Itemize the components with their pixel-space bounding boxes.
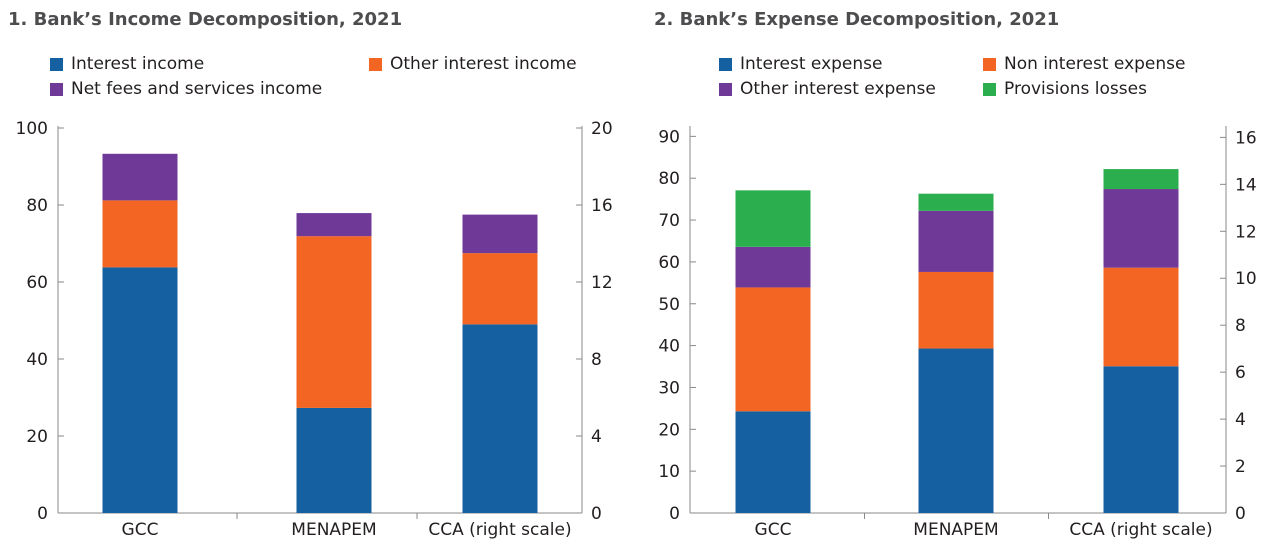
chart-title: 1. Bank’s Income Decomposition, 2021 — [8, 9, 403, 30]
bar-segment — [918, 193, 994, 211]
left-tick-label: 30 — [658, 378, 680, 398]
right-tick-label: 0 — [1235, 504, 1246, 524]
bar-segment — [735, 411, 811, 513]
left-tick-label: 100 — [16, 119, 48, 139]
bar-segment — [918, 210, 994, 272]
legend-swatch — [50, 82, 63, 96]
left-tick-label: 60 — [26, 273, 48, 293]
left-tick-label: 20 — [658, 420, 680, 440]
right-tick-label: 16 — [591, 196, 613, 216]
left-tick-label: 10 — [658, 462, 680, 482]
right-tick-label: 8 — [591, 350, 602, 370]
right-tick-label: 8 — [1235, 316, 1246, 336]
legend-swatch — [719, 82, 732, 96]
left-tick-label: 20 — [26, 427, 48, 447]
legend-label: Interest expense — [740, 54, 883, 74]
legend-label: Other interest income — [390, 54, 577, 74]
bar-segment — [1103, 366, 1179, 513]
category-label: GCC — [755, 520, 792, 539]
right-tick-label: 16 — [1235, 128, 1257, 148]
bar-segment — [1103, 189, 1179, 268]
legend-item-provisions-losses: Provisions losses — [983, 79, 1147, 99]
right-tick-label: 20 — [591, 119, 613, 139]
bar-segment — [462, 214, 538, 254]
bar-segment — [918, 271, 994, 349]
legend-swatch — [983, 82, 996, 96]
legend-item-interest-expense: Interest expense — [719, 54, 882, 74]
bar-segment — [102, 267, 178, 513]
right-tick-label: 12 — [591, 273, 613, 293]
bar-segment — [462, 324, 538, 513]
bar-segment — [735, 287, 811, 412]
bar-segment — [102, 153, 178, 201]
bar-segment — [735, 246, 811, 288]
legend-item-other-interest-expense: Other interest expense — [719, 79, 936, 99]
legend-label: Interest income — [71, 54, 205, 74]
legend-item-other-interest-income: Other interest income — [369, 54, 577, 74]
left-tick-label: 80 — [26, 196, 48, 216]
left-tick-label: 90 — [658, 127, 680, 147]
category-label: MENAPEM — [291, 520, 376, 539]
category-label: CCA (right scale) — [1069, 520, 1212, 539]
legend-item-interest-income: Interest income — [50, 54, 204, 74]
bar-segment — [1103, 267, 1179, 367]
right-tick-label: 14 — [1235, 175, 1257, 195]
bar-segment — [296, 236, 372, 408]
left-tick-label: 70 — [658, 211, 680, 231]
legend-swatch — [369, 57, 382, 71]
bar-segment — [296, 213, 372, 237]
bar-segment — [102, 200, 178, 268]
legend-swatch — [719, 57, 732, 71]
legend-label: Other interest expense — [740, 79, 936, 99]
right-tick-label: 12 — [1235, 222, 1257, 242]
left-tick-label: 80 — [658, 169, 680, 189]
income-bar-chart: 0 20 40 60 80 100 0 4 8 12 16 20 GCC MENAPEM CCA (righ… — [16, 119, 613, 539]
bar-segment — [918, 348, 994, 513]
legend-item-non-interest-expense: Non interest expense — [983, 54, 1185, 74]
left-tick-label: 0 — [37, 504, 48, 524]
left-tick-label: 50 — [658, 295, 680, 315]
legend-swatch — [983, 57, 996, 71]
legend-swatch — [50, 57, 63, 71]
right-tick-label: 2 — [1235, 457, 1246, 477]
right-tick-label: 0 — [591, 504, 602, 524]
left-tick-label: 40 — [26, 350, 48, 370]
category-label: MENAPEM — [913, 520, 998, 539]
legend-label: Net fees and services income — [71, 79, 323, 99]
right-tick-label: 10 — [1235, 269, 1257, 289]
category-label: CCA (right scale) — [428, 520, 571, 539]
left-tick-label: 60 — [658, 253, 680, 273]
bar-segment — [462, 253, 538, 325]
bar-segment — [296, 407, 372, 513]
right-tick-label: 4 — [591, 427, 602, 447]
legend-item-net-fees-income: Net fees and services income — [50, 79, 322, 99]
left-tick-label: 40 — [658, 337, 680, 357]
legend-label: Non interest expense — [1004, 54, 1186, 74]
bar-segment — [735, 190, 811, 247]
expense-bar-chart: 0 10 20 30 40 50 60 70 80 90 0 2 4 6 8 10 12 14 16 GCC MENAP… — [658, 126, 1257, 539]
chart-title: 2. Bank’s Expense Decomposition, 2021 — [654, 9, 1060, 30]
income-decomposition-panel: 1. Bank’s Income Decomposition, 2021 Int… — [8, 9, 613, 539]
bar-segment — [1103, 169, 1179, 190]
legend-label: Provisions losses — [1004, 79, 1147, 99]
category-label: GCC — [122, 520, 159, 539]
right-tick-label: 6 — [1235, 363, 1246, 383]
right-tick-label: 4 — [1235, 410, 1246, 430]
left-tick-label: 0 — [669, 504, 680, 524]
expense-decomposition-panel: 2. Bank’s Expense Decomposition, 2021 In… — [631, 0, 1262, 539]
